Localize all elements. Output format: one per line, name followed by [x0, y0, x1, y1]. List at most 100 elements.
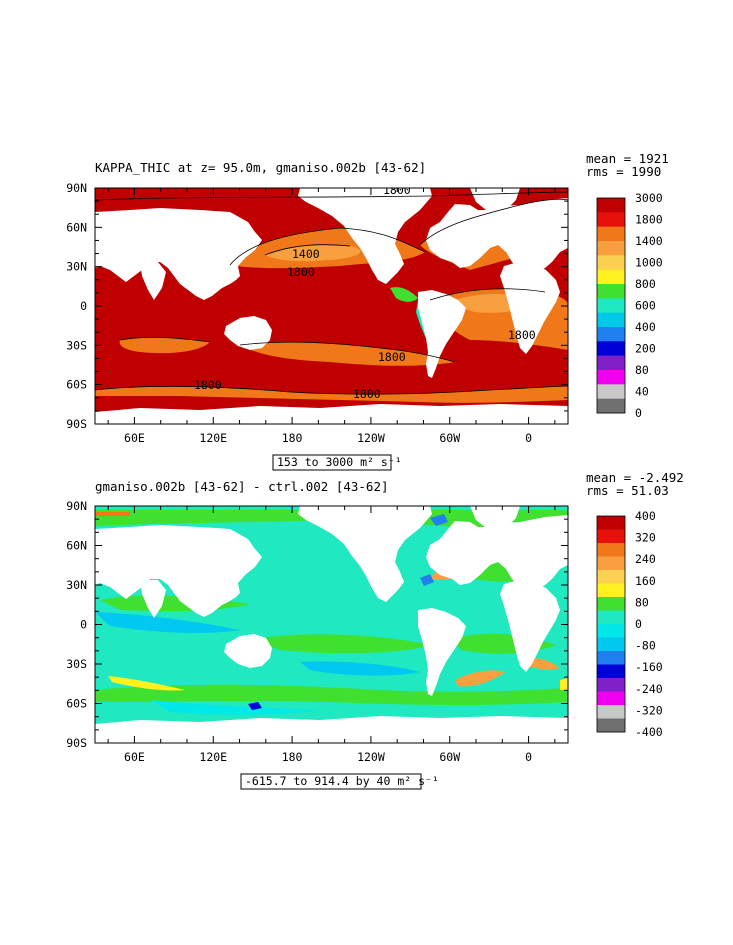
orange-band-indian: [119, 337, 210, 354]
x-tick-label: 120W: [357, 431, 385, 445]
colorbar-swatch: [597, 226, 625, 242]
colorbar-swatch: [597, 370, 625, 385]
panel-bottom: gmaniso.002b [43-62] - ctrl.002 [43-62] …: [66, 470, 684, 790]
y-tick-label: 90N: [66, 181, 87, 195]
colorbar-label: -400: [635, 725, 663, 739]
y-tick-label: 30N: [66, 578, 87, 592]
x-tick-label: 60E: [124, 431, 145, 445]
land-india: [140, 262, 166, 300]
panel-top-mean: mean = 1921: [586, 151, 669, 166]
contour-label: 1800: [383, 183, 411, 197]
panel-bottom-axes: 90N 60N 30N 0 30S 60S 90S 60E 120E 180 120W 60W 0: [66, 499, 568, 764]
y-tick-label: 0: [80, 618, 87, 632]
colorbar-swatch: [597, 691, 625, 706]
colorbar-swatch: [597, 298, 625, 313]
contour-label: 1800: [508, 328, 536, 342]
colorbar-label: -240: [635, 682, 663, 696]
colorbar-swatch: [597, 198, 625, 213]
colorbar-label: 320: [635, 531, 656, 545]
colorbar-swatch: [597, 241, 625, 256]
land-na: [298, 188, 432, 284]
panel-bottom-range-box: -615.7 to 914.4 by 40 m² s⁻¹: [240, 773, 439, 790]
colorbar-swatch: [597, 312, 625, 328]
colorbar-label: 160: [635, 574, 656, 588]
colorbar-swatch: [597, 341, 625, 356]
colorbar-label: 1000: [635, 256, 663, 270]
panel-top-rms: rms = 1990: [586, 164, 661, 179]
colorbar-swatch: [597, 705, 625, 719]
colorbar-swatch: [597, 384, 625, 399]
y-tick-label: 60N: [66, 220, 87, 234]
colorbar-frame: [596, 515, 626, 733]
colorbar-label: 800: [635, 277, 656, 291]
x-tick-label: 0: [525, 431, 532, 445]
colorbar-swatch: [597, 570, 625, 584]
x-tick-label: 120E: [199, 750, 227, 764]
colorbar-swatch: [597, 718, 625, 733]
colorbar-swatch: [597, 651, 625, 665]
colorbar-frame: [596, 197, 626, 414]
panel-bottom-map: [95, 506, 568, 743]
colorbar-label: 80: [635, 595, 649, 609]
colorbar-swatch: [597, 664, 625, 679]
green-coast-centralamerica: [390, 287, 418, 302]
colorbar-label: 3000: [635, 191, 663, 205]
colorbar-swatch: [597, 284, 625, 299]
x-tick-label: 120W: [357, 750, 385, 764]
y-tick-label: 60N: [66, 539, 87, 553]
colorbar-swatch: [597, 610, 625, 625]
orange-band-south: [240, 342, 455, 366]
x-tick-label: 60W: [439, 750, 460, 764]
y-tick-label: 0: [80, 299, 87, 313]
colorbar-label: 240: [635, 552, 656, 566]
colorbar-swatch: [597, 212, 625, 227]
y-tick-label: 30S: [66, 338, 87, 352]
colorbar-label: -80: [635, 639, 656, 653]
contour-label: 1800: [353, 387, 381, 401]
colorbar-swatch: [597, 398, 625, 414]
panel-top-title: KAPPA_THIC at z= 95.0m, gmaniso.002b [43…: [95, 160, 426, 175]
orange-southern: [95, 386, 568, 403]
x-tick-label: 180: [282, 431, 303, 445]
colorbar-label: 80: [635, 363, 649, 377]
colorbar-swatch: [597, 516, 625, 530]
x-tick-label: 180: [282, 750, 303, 764]
colorbar-label: -160: [635, 660, 663, 674]
colorbar-label: 0: [635, 617, 642, 631]
y-tick-label: 60S: [66, 697, 87, 711]
x-tick-label: 120E: [199, 431, 227, 445]
colorbar-label: 1400: [635, 234, 663, 248]
y-tick-label: 90N: [66, 499, 87, 513]
y-tick-label: 90S: [66, 417, 87, 431]
land-eurasia: [95, 188, 568, 300]
x-tick-label: 60E: [124, 750, 145, 764]
colorbar-swatch: [597, 597, 625, 611]
colorbar-swatch: [597, 255, 625, 270]
y-tick-label: 60S: [66, 378, 87, 392]
panel-top-map: 1800 1400 1800 1800 1800 1800 1800: [95, 183, 568, 424]
colorbar-swatch: [597, 637, 625, 652]
y-tick-label: 30S: [66, 657, 87, 671]
colorbar-label: 40: [635, 385, 649, 399]
land-africa: [500, 262, 560, 354]
panel-bottom-title: gmaniso.002b [43-62] - ctrl.002 [43-62]: [95, 479, 389, 494]
colorbar-swatch: [597, 556, 625, 571]
colorbar-swatch: [597, 583, 625, 598]
panel-bottom-colorbar: 400 320 240 160 80 0 -80 -160 -240 -320 -400: [596, 509, 663, 739]
contour-label: 1400: [292, 247, 320, 261]
y-tick-label: 90S: [66, 736, 87, 750]
colorbar-label: 400: [635, 320, 656, 334]
x-tick-label: 0: [525, 750, 532, 764]
colorbar-label: 200: [635, 342, 656, 356]
land-australia: [224, 316, 272, 350]
colorbar-swatch: [597, 355, 625, 371]
lightorange-npac: [265, 244, 361, 262]
colorbar-swatch: [597, 529, 625, 544]
colorbar-label: 400: [635, 509, 656, 523]
panel-top-range-box: 153 to 3000 m² s⁻¹: [272, 454, 402, 471]
colorbar-label: -320: [635, 703, 663, 717]
colorbar-label: 1800: [635, 213, 663, 227]
colorbar-swatch: [597, 327, 625, 342]
